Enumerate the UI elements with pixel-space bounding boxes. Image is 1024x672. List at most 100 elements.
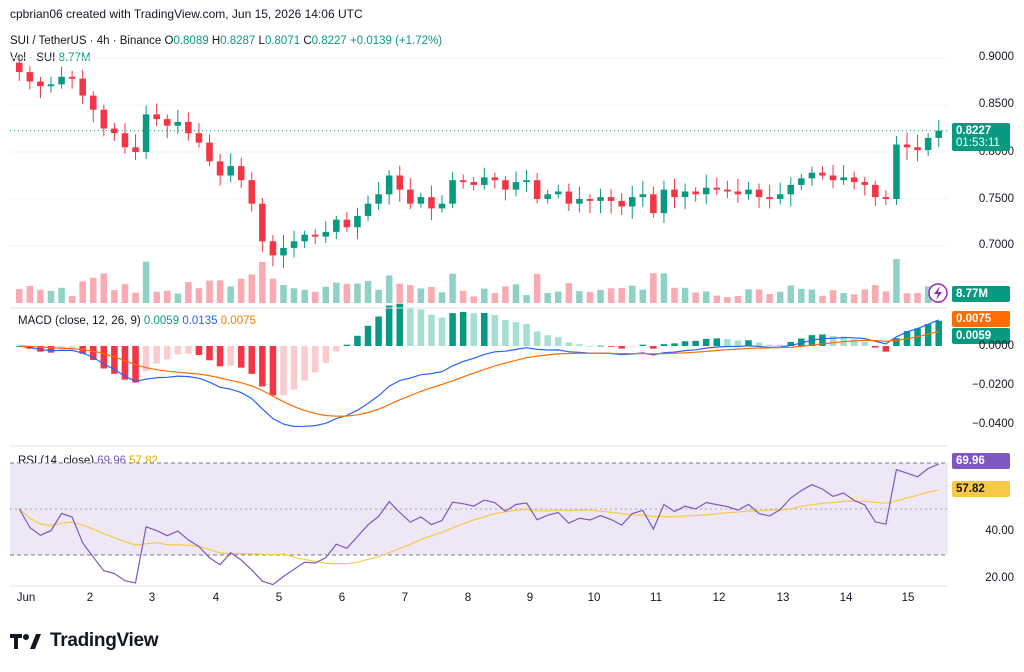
candle-body [354,215,361,228]
macd-axis-label: 0.0000 [978,340,1014,352]
candle-body [597,197,604,201]
candle-body [692,191,699,195]
low-value: 0.8071 [264,35,301,47]
tradingview-logo-icon [10,634,41,649]
candle-body [618,200,625,207]
candle-body [776,194,784,199]
macd-histogram-bar [776,344,784,346]
time-axis-label: 5 [275,592,283,604]
volume-bar [481,288,488,303]
macd-histogram-bar [290,346,298,390]
macd-histogram-bar [861,341,869,346]
candle-body [142,114,150,152]
candle-body [121,133,129,148]
candle-body [903,144,911,148]
volume-bar [639,289,647,303]
tradingview-logo[interactable]: TradingView [10,630,159,652]
macd-histogram-bar [407,307,414,346]
macd-histogram-bar [333,346,340,352]
volume-bar [893,259,900,303]
volume-bar [766,294,773,303]
volume-bar [491,292,499,303]
volume-bar [734,296,742,303]
volume-bar [322,286,330,303]
macd-histogram-bar [195,346,203,356]
volume-bar [111,290,118,303]
candle-body [808,172,816,179]
volume-bar [798,288,805,303]
volume-bar [449,273,456,303]
time-axis-label: 12 [712,592,726,604]
symbol-legend[interactable]: SUI / TetherUS · 4h · Binance O0.8089 H0… [10,35,442,47]
lightning-icon-glyph [934,286,942,300]
volume-bar [100,273,108,303]
volume-bar [502,286,509,303]
macd-histogram-bar [523,323,530,346]
macd-histogram-bar [724,338,731,346]
macd-histogram-bar [628,346,636,347]
candle-body [607,197,615,201]
macd-histogram-bar [438,317,446,346]
candle-body [280,247,287,256]
volume-bar [121,284,129,303]
volume-bar [195,288,203,303]
low-label: L [258,35,265,47]
candle-body [576,199,583,204]
candle-body [935,130,942,138]
volume-bar [576,291,583,303]
macd-histogram-bar [174,346,182,355]
volume-bar [861,289,869,303]
volume-bar [248,274,256,303]
macd-histogram-bar [872,346,879,348]
volume-bar [237,278,245,303]
candle-body [163,119,171,126]
candle-body [586,199,594,201]
close-value: 0.8227 [311,35,347,47]
candle-body [766,197,773,199]
macd-legend[interactable]: MACD (close, 12, 26, 9) 0.0059 0.0135 0.… [18,315,256,327]
volume-bar [512,284,520,303]
macd-histogram-bar [216,346,224,367]
candle-body [819,172,826,176]
time-axis-label: 2 [86,592,94,604]
volume-bar [544,293,551,303]
candle-body [459,180,467,183]
macd-histogram-bar [470,313,477,346]
macd-histogram-bar [924,324,932,346]
volume-bar [269,278,277,303]
macd-histogram-bar [798,338,805,346]
candle-body [491,177,499,181]
candle-body [237,166,245,181]
volume-bar [216,280,224,303]
candle-body [385,175,393,195]
candle-body [343,219,351,228]
macd-histogram-bar [618,346,625,349]
candle-body [481,177,488,185]
candle-body [417,197,425,204]
volume-bar [724,297,731,303]
candle-body [523,180,530,183]
candle-body [829,175,837,181]
macd-histogram-bar [692,340,699,346]
candle-body [16,62,23,73]
time-axis-label: 8 [464,592,472,604]
volume-bar [850,294,858,303]
macd-histogram-bar [671,343,678,346]
macd-histogram-bar [269,346,277,396]
macd-histogram-bar [449,313,456,346]
macd-signal-tag: 0.0075 [952,311,1010,327]
candle-body [111,128,118,134]
macd-histogram-bar [227,346,234,366]
candle-body [787,184,795,195]
macd-value-2: 0.0135 [182,315,218,327]
macd-histogram-bar [142,346,150,372]
rsi-axis-label: 40.00 [985,525,1014,537]
volume-bar [68,295,76,303]
candle-body [512,182,520,190]
candle-body [502,180,509,190]
volume-bars [16,259,942,303]
macd-histogram-bar [533,331,541,346]
volume-bar [713,295,721,303]
candle-body [924,137,932,151]
